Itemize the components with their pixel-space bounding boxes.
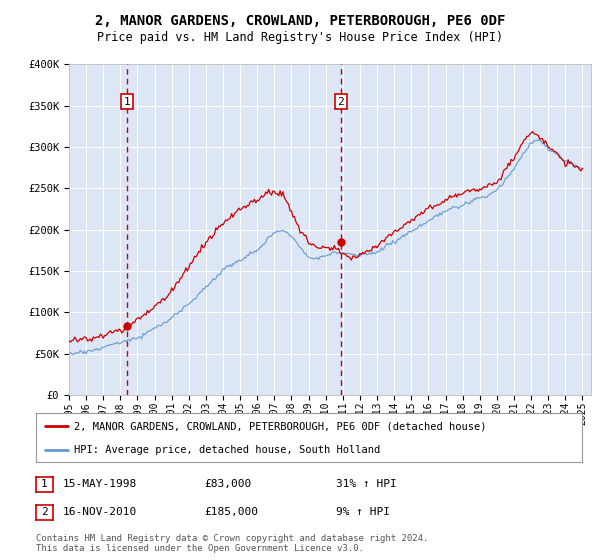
Text: HPI: Average price, detached house, South Holland: HPI: Average price, detached house, Sout… bbox=[74, 445, 380, 455]
Text: Price paid vs. HM Land Registry's House Price Index (HPI): Price paid vs. HM Land Registry's House … bbox=[97, 31, 503, 44]
Text: 2, MANOR GARDENS, CROWLAND, PETERBOROUGH, PE6 0DF (detached house): 2, MANOR GARDENS, CROWLAND, PETERBOROUGH… bbox=[74, 421, 487, 431]
Text: 1: 1 bbox=[41, 479, 48, 489]
Text: 9% ↑ HPI: 9% ↑ HPI bbox=[336, 507, 390, 517]
Text: 2: 2 bbox=[337, 96, 344, 106]
Text: 1: 1 bbox=[124, 96, 130, 106]
Text: 2: 2 bbox=[41, 507, 48, 517]
Text: Contains HM Land Registry data © Crown copyright and database right 2024.
This d: Contains HM Land Registry data © Crown c… bbox=[36, 534, 428, 553]
Text: 15-MAY-1998: 15-MAY-1998 bbox=[63, 479, 137, 489]
Text: 16-NOV-2010: 16-NOV-2010 bbox=[63, 507, 137, 517]
Text: 31% ↑ HPI: 31% ↑ HPI bbox=[336, 479, 397, 489]
Text: 2, MANOR GARDENS, CROWLAND, PETERBOROUGH, PE6 0DF: 2, MANOR GARDENS, CROWLAND, PETERBOROUGH… bbox=[95, 14, 505, 28]
Text: £185,000: £185,000 bbox=[204, 507, 258, 517]
Text: £83,000: £83,000 bbox=[204, 479, 251, 489]
